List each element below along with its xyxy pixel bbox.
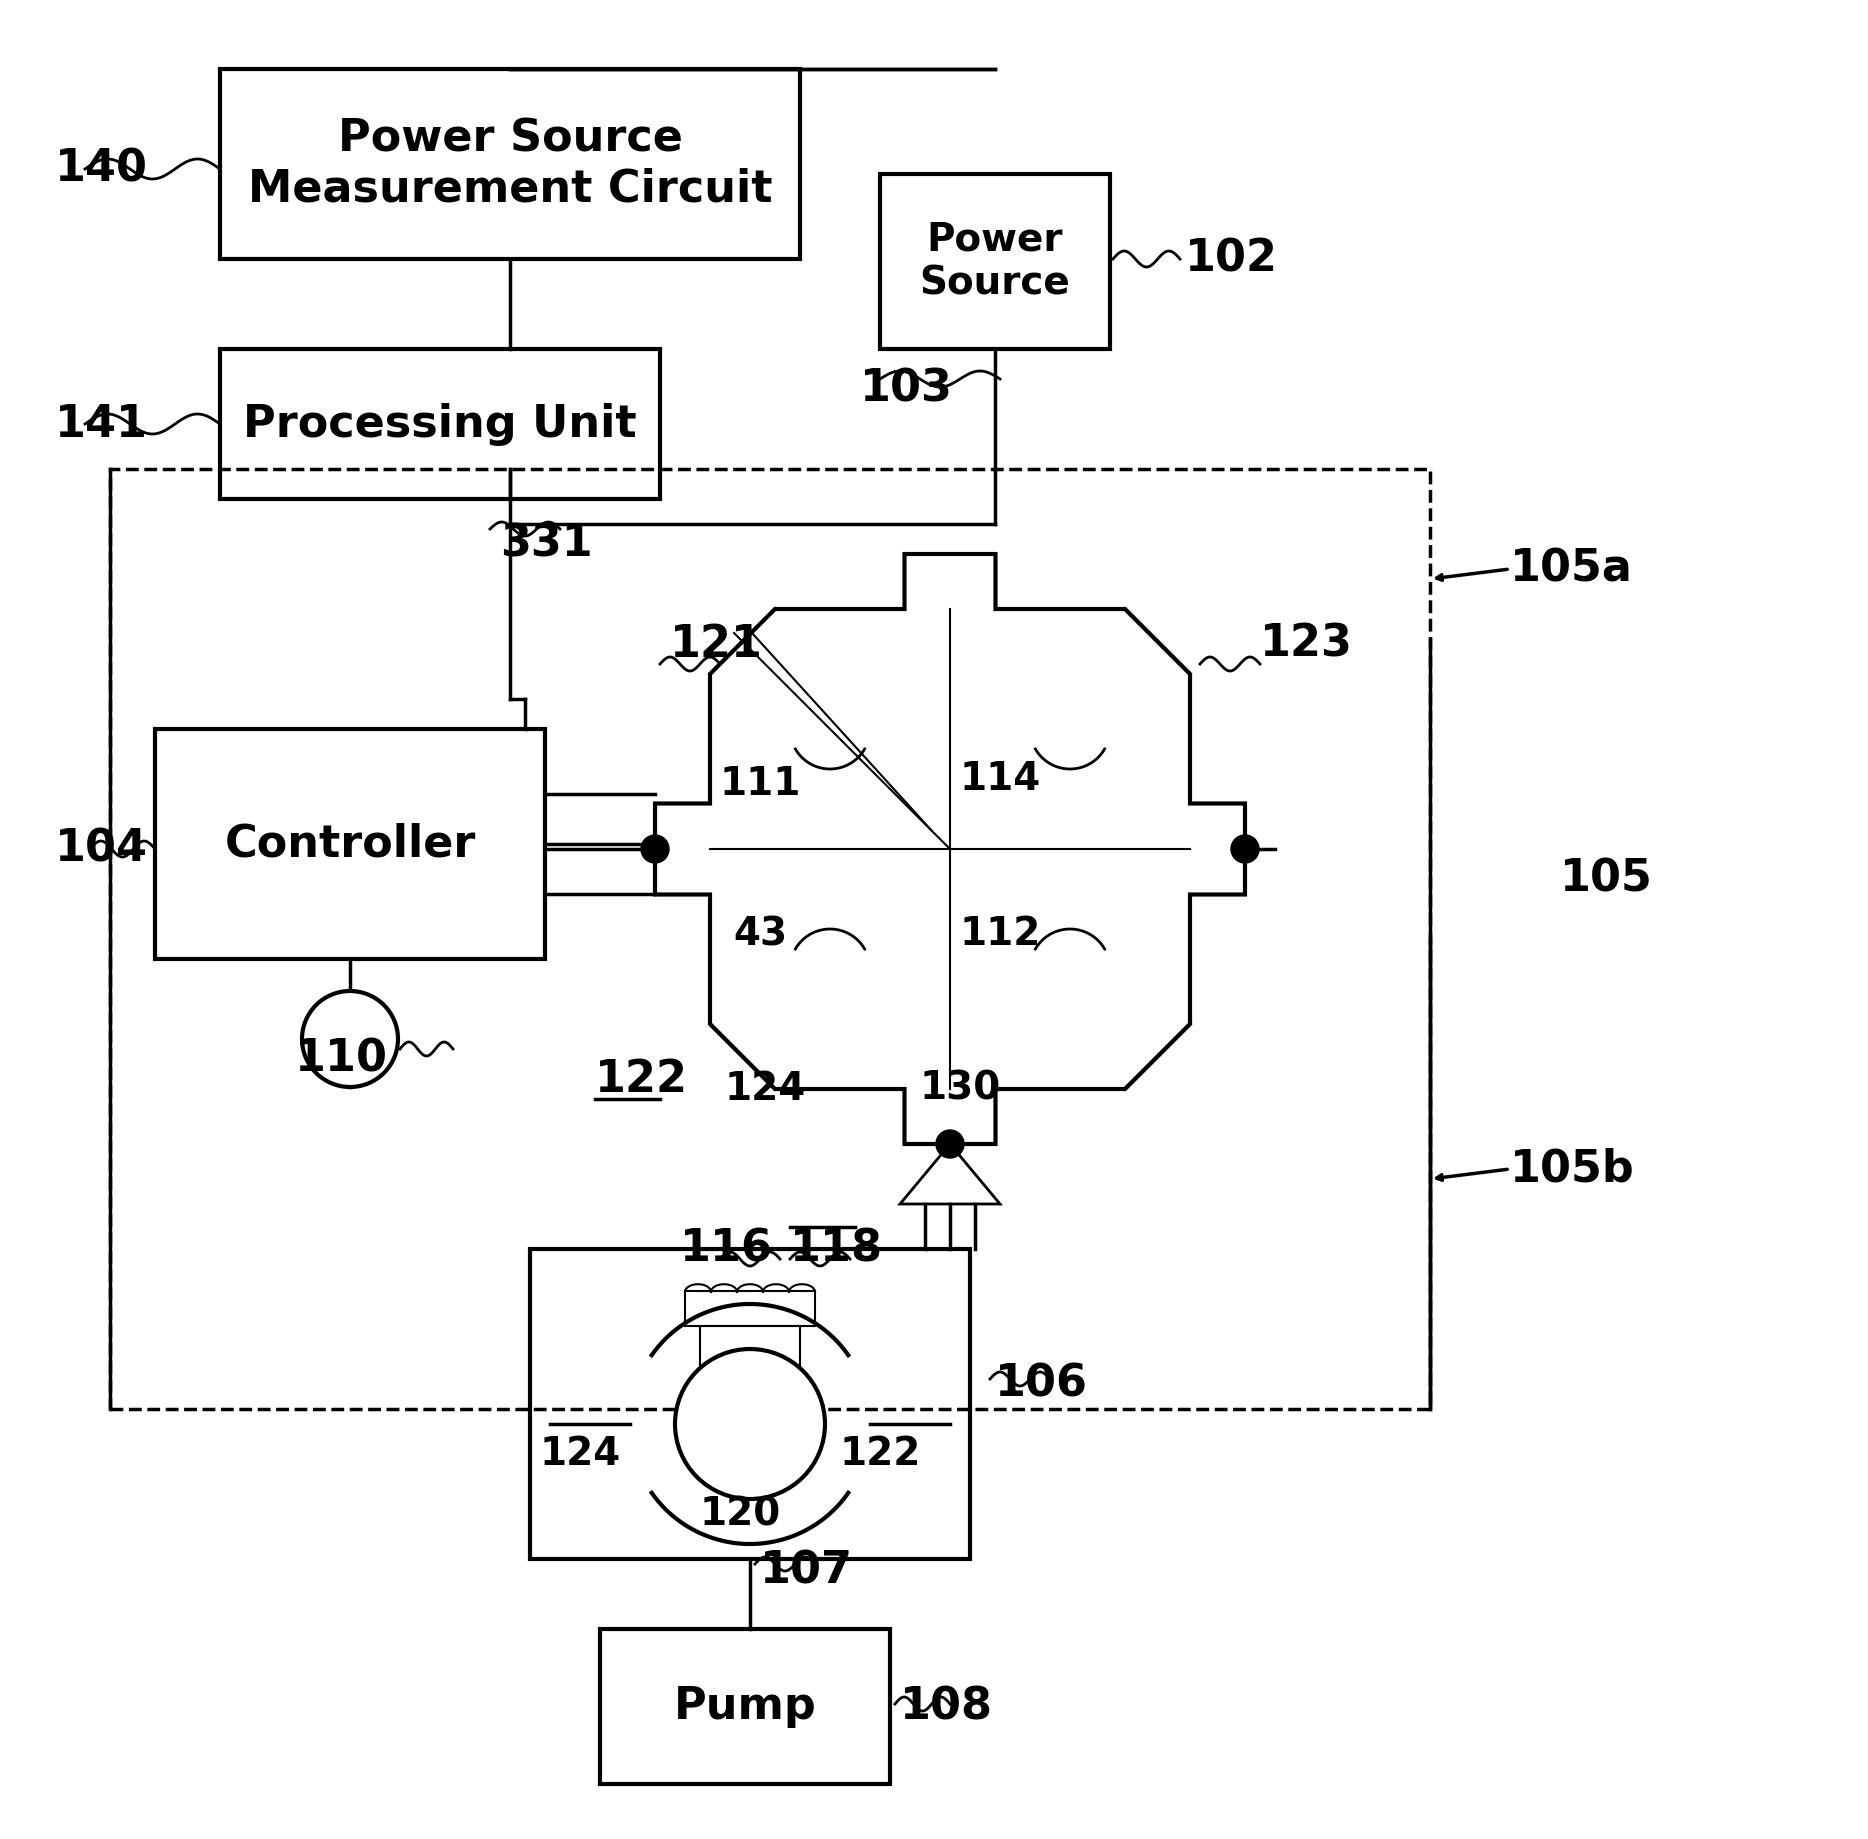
Text: Processing Unit: Processing Unit <box>243 403 637 445</box>
Text: 43: 43 <box>732 916 786 953</box>
Text: 110: 110 <box>295 1037 389 1081</box>
Bar <box>220 70 800 259</box>
Text: 106: 106 <box>996 1363 1087 1405</box>
Text: 105: 105 <box>1560 857 1653 901</box>
Text: 124: 124 <box>540 1434 622 1473</box>
Text: 107: 107 <box>760 1550 854 1593</box>
Bar <box>110 469 1431 1409</box>
Text: 121: 121 <box>671 622 762 666</box>
Text: 122: 122 <box>596 1057 687 1100</box>
Text: 122: 122 <box>841 1434 921 1473</box>
Text: 108: 108 <box>900 1686 994 1729</box>
Text: Controller: Controller <box>224 822 476 866</box>
Bar <box>220 349 659 498</box>
Text: 105a: 105a <box>1509 548 1633 590</box>
Text: 111: 111 <box>719 765 801 804</box>
Circle shape <box>641 835 669 862</box>
Text: 140: 140 <box>54 147 148 191</box>
Polygon shape <box>656 554 1244 1144</box>
Circle shape <box>674 1350 826 1499</box>
Text: 123: 123 <box>1261 622 1352 666</box>
Text: Power Source
Measurement Circuit: Power Source Measurement Circuit <box>248 118 771 210</box>
Polygon shape <box>900 1144 999 1205</box>
Bar <box>531 1249 969 1559</box>
Text: Power
Source: Power Source <box>919 221 1070 302</box>
Bar <box>686 1291 814 1326</box>
Text: 104: 104 <box>54 828 148 870</box>
Text: 105b: 105b <box>1509 1148 1634 1190</box>
Bar <box>700 1326 800 1372</box>
Circle shape <box>1231 835 1259 862</box>
Text: 118: 118 <box>790 1227 884 1271</box>
Bar <box>600 1629 889 1784</box>
Text: 124: 124 <box>725 1070 805 1109</box>
Text: 130: 130 <box>919 1070 1001 1109</box>
Text: 331: 331 <box>501 522 592 566</box>
Text: 112: 112 <box>960 916 1040 953</box>
Text: Pump: Pump <box>674 1685 816 1729</box>
Text: 102: 102 <box>1184 237 1278 281</box>
Circle shape <box>936 1129 964 1159</box>
Text: 120: 120 <box>700 1495 781 1534</box>
Text: 103: 103 <box>859 368 953 410</box>
Circle shape <box>303 991 398 1087</box>
Bar <box>155 728 545 958</box>
Text: 114: 114 <box>960 760 1040 798</box>
Text: 141: 141 <box>54 403 148 445</box>
Bar <box>880 175 1110 349</box>
Text: 116: 116 <box>680 1227 773 1271</box>
